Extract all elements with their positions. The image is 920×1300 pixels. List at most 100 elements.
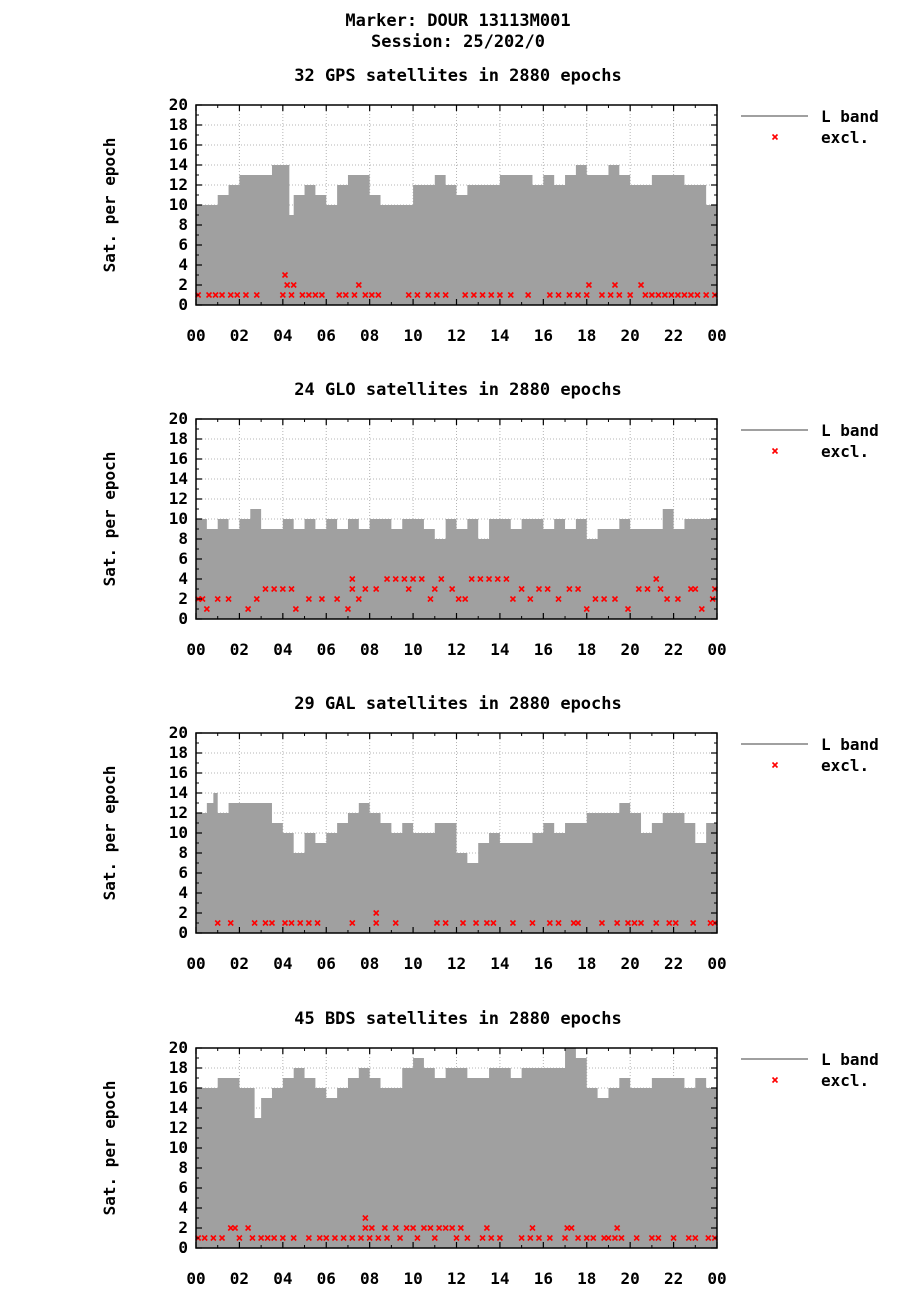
excl-marker (236, 1234, 243, 1242)
excl-marker (449, 1224, 456, 1232)
y-tick-label: 14 (169, 469, 188, 488)
excl-marker (264, 1234, 271, 1242)
x-tick-label: 00 (186, 326, 205, 345)
y-axis-label: Sat. per epoch (100, 452, 119, 587)
excl-marker (681, 291, 688, 299)
excl-marker (442, 919, 449, 927)
excl-marker (431, 585, 438, 593)
legend-excl-label: excl. (821, 128, 869, 147)
x-tick-label: 16 (534, 640, 553, 659)
y-tick-label: 20 (169, 95, 188, 114)
excl-marker (284, 281, 291, 289)
x-tick-label: 02 (230, 640, 249, 659)
x-tick-label: 10 (403, 954, 422, 973)
x-tick-label: 16 (534, 326, 553, 345)
chart-panel-0: 32 GPS satellites in 2880 epochs02468101… (100, 66, 879, 345)
excl-marker (583, 291, 590, 299)
x-tick-label: 22 (664, 640, 683, 659)
excl-marker (637, 281, 645, 289)
excl-marker (674, 595, 681, 603)
excl-marker (527, 1234, 534, 1242)
l-band-area (196, 793, 717, 933)
excl-marker (318, 291, 325, 299)
x-tick-label: 04 (273, 954, 292, 973)
excl-marker (355, 595, 362, 603)
excl-marker (279, 1234, 286, 1242)
excl-marker (340, 1234, 347, 1242)
excl-marker (405, 585, 412, 593)
excl-marker (598, 291, 606, 299)
excl-marker (592, 595, 599, 603)
excl-marker (616, 291, 623, 299)
y-tick-label: 6 (178, 549, 188, 568)
chart-panel-3: 45 BDS satellites in 2880 epochs02468101… (100, 1009, 879, 1288)
y-tick-label: 0 (178, 295, 188, 314)
excl-marker (648, 1234, 655, 1242)
legend-excl-swatch (771, 447, 779, 455)
excl-marker (685, 1234, 692, 1242)
excl-marker (403, 1224, 410, 1232)
excl-marker (642, 291, 649, 299)
legend-excl-label: excl. (821, 756, 869, 775)
excl-marker (234, 291, 241, 299)
excl-marker (566, 585, 573, 593)
y-tick-label: 4 (178, 569, 188, 588)
excl-marker (357, 1234, 365, 1242)
excl-marker (694, 291, 701, 299)
excl-marker (199, 595, 206, 603)
excl-marker (212, 291, 219, 299)
y-tick-label: 8 (178, 529, 188, 548)
excl-marker (568, 1224, 575, 1232)
y-tick-label: 6 (178, 863, 188, 882)
excl-marker (410, 575, 417, 583)
excl-marker (598, 919, 606, 927)
y-tick-label: 0 (178, 1238, 188, 1257)
y-tick-label: 16 (169, 1078, 188, 1097)
y-tick-label: 10 (169, 195, 188, 214)
excl-marker (316, 1234, 323, 1242)
excl-marker (362, 1214, 369, 1222)
excl-marker (227, 291, 234, 299)
x-tick-label: 18 (577, 326, 596, 345)
legend-excl-swatch (771, 1076, 779, 1084)
excl-marker (670, 1234, 677, 1242)
y-tick-label: 2 (178, 903, 188, 922)
excl-marker (674, 291, 681, 299)
excl-marker (483, 919, 490, 927)
excl-marker (535, 1234, 543, 1242)
excl-marker (462, 595, 469, 603)
excl-marker (555, 291, 562, 299)
excl-marker (442, 291, 449, 299)
y-tick-label: 8 (178, 1158, 188, 1177)
y-tick-label: 2 (178, 275, 188, 294)
excl-marker (362, 585, 369, 593)
x-tick-label: 14 (490, 954, 509, 973)
excl-marker (575, 291, 582, 299)
excl-marker (218, 291, 226, 299)
excl-marker (281, 271, 289, 279)
excl-marker (644, 585, 651, 593)
x-tick-label: 22 (664, 326, 683, 345)
excl-marker (210, 1234, 217, 1242)
excl-marker (525, 291, 532, 299)
excl-marker (544, 585, 551, 593)
y-tick-label: 10 (169, 509, 188, 528)
x-tick-label: 02 (230, 326, 249, 345)
excl-marker (496, 1234, 503, 1242)
y-tick-label: 14 (169, 1098, 188, 1117)
y-tick-label: 18 (169, 429, 188, 448)
excl-marker (349, 1234, 356, 1242)
excl-marker (509, 919, 517, 927)
excl-marker (631, 919, 638, 927)
excl-marker (262, 919, 269, 927)
excl-marker (633, 1234, 640, 1242)
excl-marker (490, 919, 497, 927)
excl-marker (585, 281, 592, 289)
x-tick-label: 04 (273, 326, 292, 345)
y-tick-label: 0 (178, 923, 188, 942)
excl-marker (305, 1234, 312, 1242)
chart-title: 24 GLO satellites in 2880 epochs (294, 380, 622, 400)
legend-lband-label: L band (821, 107, 879, 126)
y-tick-label: 8 (178, 843, 188, 862)
l-band-area (196, 165, 717, 305)
